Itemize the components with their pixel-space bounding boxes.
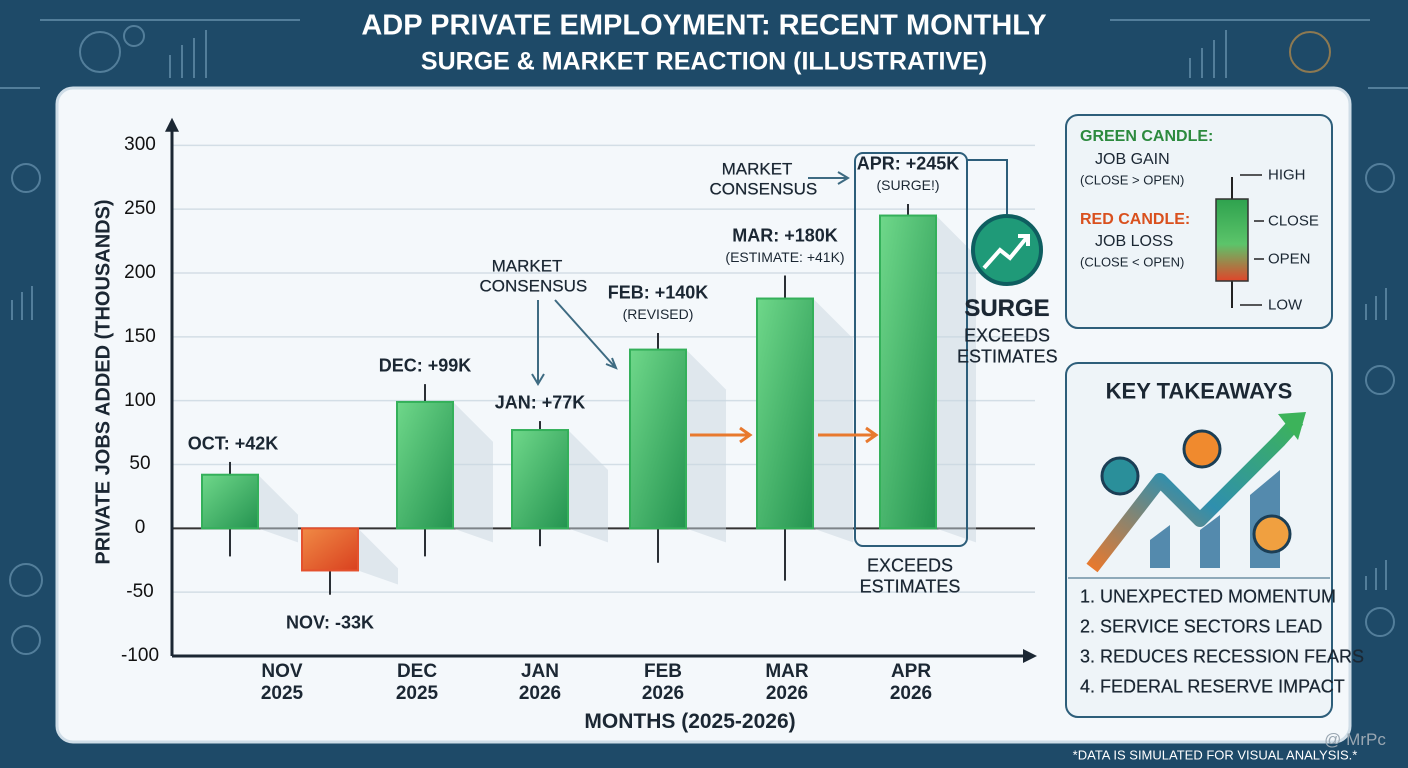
y-tick-label: 150 xyxy=(124,325,156,347)
x-tick-label: APR 2026 xyxy=(889,661,933,704)
value-label: NOV: -33K xyxy=(285,612,375,633)
x-axis-arrow xyxy=(1023,649,1037,663)
takeaway-item: 1. UNEXPECTED MOMENTUM xyxy=(1080,586,1337,607)
x-tick-label: FEB 2026 xyxy=(641,661,685,704)
legend-part: LOW xyxy=(1268,296,1303,314)
x-axis-label: MONTHS (2025-2026) xyxy=(584,709,796,733)
legend-rule: (CLOSE < OPEN) xyxy=(1080,254,1185,270)
consensus-arrows xyxy=(531,171,850,386)
legend-part: CLOSE xyxy=(1268,212,1319,230)
title: ADP PRIVATE EMPLOYMENT: RECENT MONTHLY xyxy=(361,9,1047,42)
y-tick-label: 50 xyxy=(129,453,151,475)
takeaway-item: 3. REDUCES RECESSION FEARS xyxy=(1080,646,1365,667)
background-decor xyxy=(0,19,1408,655)
value-label: OCT: +42K xyxy=(187,433,279,454)
takeaway-item: 4. FEDERAL RESERVE IMPACT xyxy=(1080,676,1345,697)
legend-pointers xyxy=(1240,174,1264,306)
value-label: JAN: +77K xyxy=(494,392,586,413)
x-tick-label: JAN 2026 xyxy=(518,661,562,704)
candle-shadow xyxy=(686,349,726,543)
legend-part: HIGH xyxy=(1268,166,1306,184)
annotation: MARKET CONSENSUS xyxy=(479,256,588,295)
legend-text: JOB LOSS xyxy=(1095,232,1174,250)
y-tick-label: 250 xyxy=(124,198,156,220)
legend-candle xyxy=(1215,198,1249,282)
surge-connector xyxy=(967,159,1008,214)
candle-body xyxy=(301,527,359,572)
watermark: @ MrPc xyxy=(1324,730,1386,750)
subtitle: SURGE & MARKET REACTION (ILLUSTRATIVE) xyxy=(420,47,988,76)
candle-body xyxy=(879,214,937,530)
takeaway-item: 2. SERVICE SECTORS LEAD xyxy=(1080,616,1323,637)
candle-body xyxy=(396,400,454,530)
x-tick-label: MAR 2026 xyxy=(765,661,809,704)
legend-title: GREEN CANDLE: xyxy=(1080,127,1214,145)
legend-part: OPEN xyxy=(1268,250,1311,268)
value-label: APR: +245K xyxy=(856,153,960,174)
value-note: (ESTIMATE: +41K) xyxy=(725,248,845,265)
candle-shadow xyxy=(453,401,493,543)
candle-shadow xyxy=(813,298,853,543)
annotation: SURGE xyxy=(964,295,1050,323)
candle-body xyxy=(511,429,569,530)
annotation: EXCEEDS ESTIMATES xyxy=(859,555,961,596)
momentum-arrows xyxy=(690,426,879,444)
takeaways-illustration xyxy=(1086,412,1306,573)
surge-icon xyxy=(971,214,1043,286)
value-label: DEC: +99K xyxy=(378,355,472,376)
value-label: FEB: +140K xyxy=(607,282,709,303)
candle-body xyxy=(201,473,259,530)
surge-icon-arrow xyxy=(982,234,1030,270)
candle-shadow xyxy=(258,474,298,543)
y-tick-label: -50 xyxy=(126,581,154,603)
surge-box xyxy=(854,152,968,547)
y-axis-arrow xyxy=(165,117,179,132)
plot xyxy=(165,117,1037,663)
value-label: MAR: +180K xyxy=(732,225,838,246)
y-axis-label: PRIVATE JOBS ADDED (THOUSANDS) xyxy=(92,199,115,565)
footnote: *DATA IS SIMULATED FOR VISUAL ANALYSIS.* xyxy=(1072,747,1358,763)
annotation: MARKET CONSENSUS xyxy=(709,159,818,198)
y-tick-label: 0 xyxy=(134,517,146,539)
y-tick-label: 100 xyxy=(124,389,156,411)
y-tick-label: -100 xyxy=(120,645,160,667)
x-tick-label: DEC 2025 xyxy=(395,661,439,704)
y-tick-label: 200 xyxy=(124,262,156,284)
candle-body xyxy=(629,348,687,530)
y-tick-label: 300 xyxy=(124,134,156,156)
value-note: (REVISED) xyxy=(622,305,694,322)
legend-rule: (CLOSE > OPEN) xyxy=(1080,172,1185,188)
candle-shadow xyxy=(568,430,608,543)
legend-title: RED CANDLE: xyxy=(1080,210,1191,228)
x-tick-label: NOV 2025 xyxy=(260,661,304,704)
legend-text: JOB GAIN xyxy=(1095,150,1170,168)
value-note: (SURGE!) xyxy=(876,177,940,193)
takeaways-title: KEY TAKEAWAYS xyxy=(1105,378,1293,404)
candle-shadow xyxy=(936,215,976,543)
legend-panel xyxy=(1065,114,1333,329)
candle-body xyxy=(756,297,814,530)
candle-shadow xyxy=(358,528,398,585)
annotation: EXCEEDS ESTIMATES xyxy=(957,325,1058,366)
